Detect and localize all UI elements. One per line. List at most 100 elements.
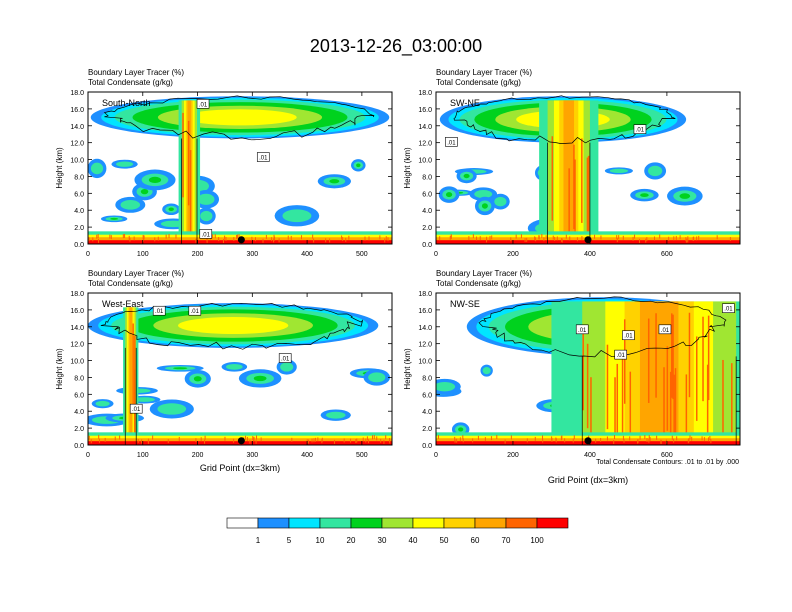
center-point [237, 236, 245, 244]
legend-swatch [381, 517, 414, 529]
bl-streak [376, 436, 378, 441]
bl-streak [561, 238, 563, 243]
bl-streak [542, 435, 544, 440]
cloud-blob-core [494, 196, 507, 207]
core-streak [702, 316, 704, 402]
contour-label-box [188, 305, 202, 316]
bl-streak [157, 236, 159, 241]
x-tick-label: 400 [301, 452, 313, 459]
bl-streak [504, 439, 506, 444]
core-streak [590, 377, 592, 445]
bl-streak [104, 437, 106, 442]
contour-label: .01 [617, 353, 626, 359]
contour-label: .01 [191, 309, 200, 315]
bl-streak [385, 236, 387, 241]
core-contour [181, 138, 198, 244]
bl-streak [246, 436, 248, 441]
bl-streak [524, 238, 526, 243]
bl-streak [178, 436, 180, 441]
bl-streak [260, 437, 262, 442]
cloud-blob-core [482, 367, 491, 375]
y-tick-label: 4.0 [74, 208, 84, 215]
bl-streak [646, 237, 648, 242]
y-tick-label: 16.0 [70, 308, 84, 315]
core-streak [647, 318, 650, 403]
bl-streak [653, 236, 655, 241]
cloud-blob-core [197, 193, 215, 205]
bl-streak [520, 234, 522, 239]
bl-streak [623, 438, 625, 443]
bl-streak [645, 238, 647, 243]
contour-label: .01 [636, 128, 645, 134]
panel-subtitle: Total Condensate (g/kg) [436, 279, 521, 288]
cloud-blob-center [193, 376, 202, 382]
cloud-blob-core [133, 397, 155, 402]
plot-frame [87, 91, 393, 245]
contour-label: .01 [624, 334, 633, 340]
x-tick-label: 600 [661, 452, 673, 459]
contour-label-box [129, 403, 143, 414]
x-tick-label: 100 [137, 251, 149, 258]
bl-streak [152, 435, 154, 440]
bl-streak [262, 238, 264, 243]
bl-streak [688, 438, 690, 443]
core-streak [621, 355, 624, 440]
legend-swatch [226, 517, 259, 529]
panel-label: West-East [102, 299, 144, 309]
legend-swatch [412, 517, 445, 529]
bl-streak [526, 237, 528, 242]
bl-streak [88, 435, 90, 440]
bl-streak [668, 236, 670, 241]
bl-streak [342, 237, 344, 242]
cloud-blob-core [282, 209, 312, 223]
bl-streak [564, 438, 566, 443]
core-contour [581, 356, 737, 445]
core-streak [674, 368, 677, 445]
y-tick-label: 12.0 [70, 342, 84, 349]
bl-streak [541, 233, 543, 238]
core-streak [722, 359, 724, 445]
bl-streak [341, 235, 343, 240]
cloud-blob-center [458, 427, 464, 432]
bl-streak [716, 235, 718, 240]
bl-streak [290, 235, 292, 240]
x-tick-label: 0 [434, 251, 438, 258]
y-tick-label: 8.0 [74, 174, 84, 181]
plot-frame [435, 91, 741, 245]
bl-streak [545, 235, 547, 240]
legend-swatch [288, 517, 321, 529]
core-streak [573, 144, 575, 230]
condensate-contour [100, 302, 364, 350]
core-streak [182, 112, 184, 198]
bl-streak [534, 436, 536, 441]
bl-streak [143, 235, 145, 240]
bl-streak [362, 437, 364, 442]
bl-streak [88, 237, 90, 242]
panel-title: Boundary Layer Tracer (%) [436, 68, 532, 77]
bl-streak [729, 237, 731, 242]
y-tick-label: 2.0 [422, 426, 432, 433]
bl-streak [685, 237, 687, 242]
bl-streak [291, 437, 293, 442]
legend-label: 60 [471, 536, 480, 545]
y-tick-label: 6.0 [422, 191, 432, 198]
cloud-blob-core [90, 162, 104, 175]
bl-streak [317, 437, 319, 442]
bl-streak [99, 438, 101, 443]
bl-streak [687, 238, 689, 243]
bl-streak [254, 237, 256, 242]
x-axis-label: Grid Point (dx=3km) [200, 463, 280, 473]
y-tick-label: 16.0 [418, 308, 432, 315]
color-legend: 1 5 10 20 30 40 50 60 70 100 [226, 517, 569, 545]
cloud-blob-core [157, 403, 187, 415]
y-tick-label: 14.0 [70, 124, 84, 131]
center-point [584, 437, 592, 445]
bl-streak [312, 234, 314, 239]
cloud-blob-center [481, 203, 488, 209]
bl-streak [214, 234, 216, 239]
bl-streak [315, 437, 317, 442]
bl-streak [96, 234, 98, 239]
cloud-blob-center [173, 367, 188, 370]
y-axis-label: Height (km) [55, 147, 64, 189]
